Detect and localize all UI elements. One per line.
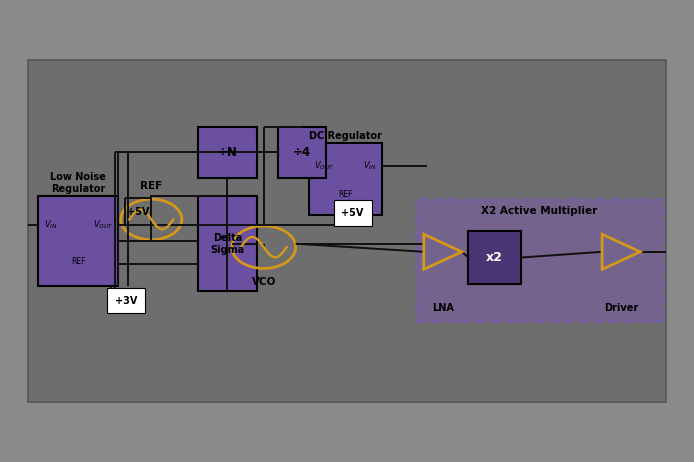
Bar — [198, 196, 257, 291]
Bar — [309, 143, 382, 215]
Text: $V_{IN}$: $V_{IN}$ — [44, 219, 58, 231]
Text: $V_{OUT}$: $V_{OUT}$ — [314, 160, 335, 172]
Bar — [28, 60, 666, 402]
Text: REF: REF — [338, 190, 353, 199]
Text: ÷4: ÷4 — [293, 146, 311, 159]
Bar — [198, 127, 257, 178]
Text: DC Regulator: DC Regulator — [309, 131, 382, 141]
Text: VCO: VCO — [251, 277, 276, 287]
Text: Delta
Sigma: Delta Sigma — [210, 232, 244, 255]
Bar — [278, 127, 326, 178]
Text: LNA: LNA — [432, 303, 454, 313]
Text: $V_{IN}$: $V_{IN}$ — [363, 160, 377, 172]
Text: Low Noise
Regulator: Low Noise Regulator — [50, 172, 106, 194]
Text: Driver: Driver — [604, 303, 638, 313]
Text: +3V: +3V — [115, 296, 137, 306]
Text: $V_{OUT}$: $V_{OUT}$ — [93, 219, 114, 231]
Bar — [468, 231, 520, 284]
Text: +5V: +5V — [127, 207, 149, 217]
Text: REF: REF — [71, 257, 85, 266]
Text: X2 Active Multiplier: X2 Active Multiplier — [482, 206, 598, 216]
Text: REF: REF — [140, 181, 162, 191]
Bar — [416, 199, 663, 321]
Text: x2: x2 — [486, 251, 503, 264]
Text: +5V: +5V — [341, 208, 364, 218]
Text: ÷N: ÷N — [217, 146, 237, 159]
Bar — [38, 196, 118, 286]
